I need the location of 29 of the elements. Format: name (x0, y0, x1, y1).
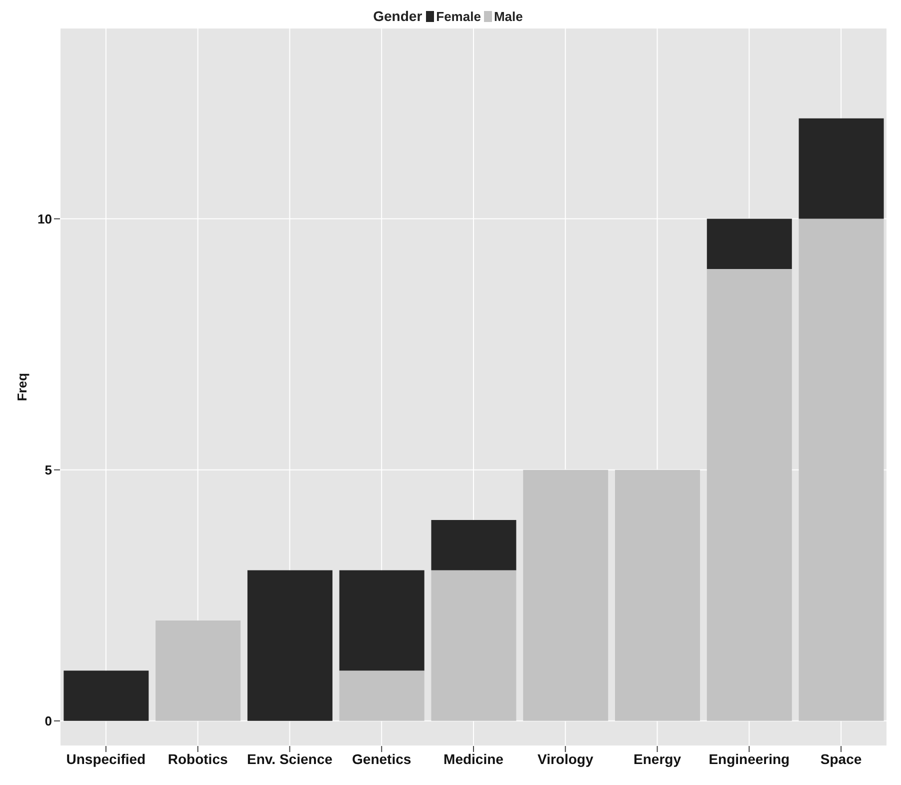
legend-label: Male (492, 8, 523, 24)
x-tick-label: Virology (538, 750, 594, 767)
legend-title: Gender (373, 8, 422, 24)
bar (64, 670, 149, 721)
bar (798, 118, 884, 219)
bar (523, 470, 608, 721)
x-tick-label: Energy (634, 750, 682, 767)
x-tick-label: Genetics (352, 750, 412, 767)
bar (339, 670, 424, 721)
bar (247, 570, 332, 721)
y-axis-title: Freq (14, 372, 30, 402)
x-tick-label: Space (820, 750, 862, 767)
bar (706, 218, 792, 270)
bar (431, 570, 516, 721)
bar (706, 269, 792, 721)
bar (339, 570, 424, 671)
x-tick-label: Env. Science (247, 750, 333, 767)
bar (615, 470, 700, 721)
bar (156, 620, 241, 721)
x-tick-label: Robotics (168, 750, 228, 767)
x-tick-label: Engineering (708, 750, 790, 767)
bar (798, 218, 884, 721)
y-tick-label: 5 (44, 462, 52, 478)
x-tick-label: Unspecified (66, 750, 146, 767)
x-tick-label: Medicine (444, 750, 504, 767)
y-tick-label: 10 (38, 211, 52, 226)
legend-label: Female (435, 8, 481, 24)
bar (431, 520, 516, 570)
y-tick-label: 0 (44, 714, 52, 729)
